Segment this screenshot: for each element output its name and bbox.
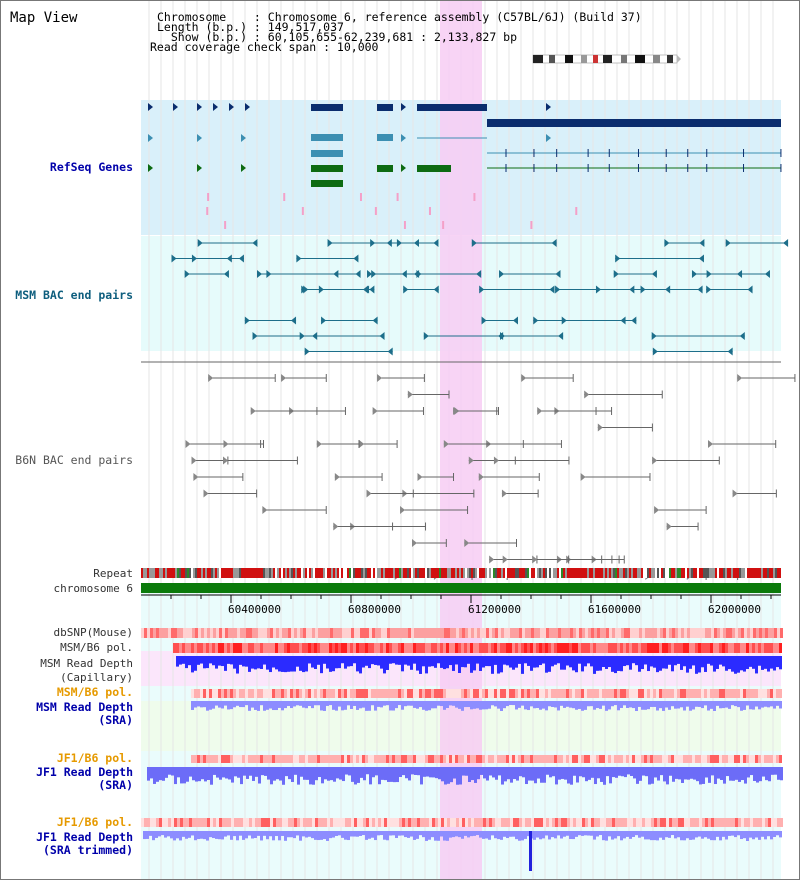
track-label-jf1-b6-pol-1: JF1/B6 pol. [56,751,133,765]
show-range-info: Show (b.p.) : 60,105,655-62,239,681 : 2,… [157,30,518,44]
track-label-refseq[interactable]: RefSeq Genes [49,160,133,174]
chromosome-ideogram[interactable] [531,54,681,64]
track-label-msm-depth-sra: MSM Read Depth (SRA) [36,700,133,727]
length-info: Length (b.p.) : 149,517,037 [157,20,344,34]
track-label-msm-b6-pol-1: MSM/B6 pol. [60,641,133,654]
track-label-jf1-depth-trimmed: JF1 Read Depth (SRA trimmed) [36,830,133,857]
axis-tick-label: 61200000 [468,603,521,616]
track-label-jf1-depth-sra: JF1 Read Depth (SRA) [36,765,133,792]
axis-tick-label: 60400000 [228,603,281,616]
axis-tick-label: 60800000 [348,603,401,616]
page-title: Map View [10,10,78,26]
axis-tick-label: 61600000 [588,603,641,616]
track-label-repeat: Repeat [93,567,133,580]
track-label-b6n-bac[interactable]: B6N BAC end pairs [15,453,133,467]
track-label-msm-b6-pol-2: MSM/B6 pol. [56,685,133,699]
chromosome-info: Chromosome : Chromosome 6, reference ass… [157,10,642,24]
track-label-msm-depth-capillary: MSM Read Depth (Capillary) [40,657,133,684]
track-label-msm-bac[interactable]: MSM BAC end pairs [15,288,133,302]
axis-tick-label: 62000000 [708,603,761,616]
track-label-chromosome: chromosome 6 [53,582,133,595]
track-label-jf1-b6-pol-2: JF1/B6 pol. [56,815,133,829]
track-label-dbsnp: dbSNP(Mouse) [53,626,133,639]
read-coverage-info: Read coverage check span : 10,000 [150,40,379,54]
